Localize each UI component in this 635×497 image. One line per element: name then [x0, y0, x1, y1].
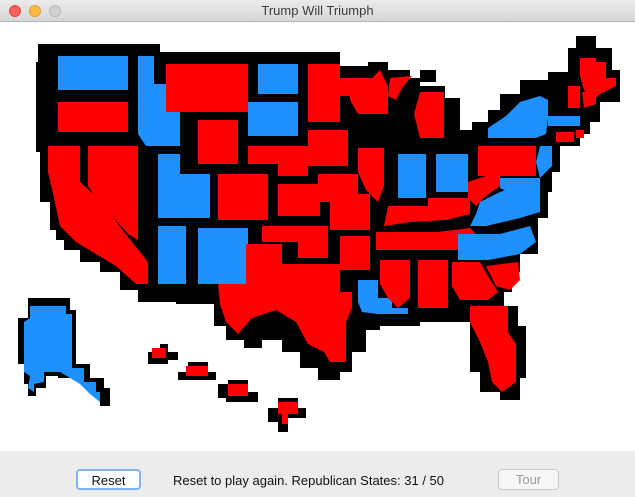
control-bar: Reset Reset to play again. Republican St…	[0, 451, 635, 497]
state-tn[interactable]	[376, 228, 478, 250]
state-nh[interactable]	[582, 92, 596, 108]
us-map[interactable]	[0, 22, 635, 451]
state-mi-upper[interactable]	[388, 76, 412, 100]
state-ar[interactable]	[340, 236, 370, 270]
state-fl[interactable]	[470, 306, 516, 392]
state-sc[interactable]	[486, 262, 520, 290]
state-co[interactable]	[218, 174, 268, 220]
state-mt[interactable]	[166, 64, 248, 112]
state-fills[interactable]	[24, 56, 616, 424]
state-ne[interactable]	[248, 146, 308, 176]
state-ms[interactable]	[380, 260, 410, 308]
state-nv[interactable]	[88, 146, 138, 240]
state-nc[interactable]	[458, 226, 536, 260]
window-title: Trump Will Triumph	[261, 3, 374, 18]
state-de[interactable]	[528, 178, 540, 192]
state-az[interactable]	[158, 226, 186, 284]
state-va[interactable]	[470, 186, 540, 226]
state-nm[interactable]	[198, 228, 248, 284]
state-ca[interactable]	[48, 146, 148, 284]
state-ga[interactable]	[452, 262, 498, 300]
state-mo[interactable]	[318, 174, 370, 230]
state-ia[interactable]	[308, 130, 348, 166]
state-wa[interactable]	[58, 56, 128, 90]
minimize-window-button[interactable]	[29, 5, 41, 17]
state-ri[interactable]	[576, 130, 584, 138]
state-me[interactable]	[580, 58, 616, 102]
state-ct[interactable]	[556, 132, 574, 142]
state-md[interactable]	[500, 178, 528, 194]
state-la[interactable]	[358, 280, 408, 314]
state-mn[interactable]	[308, 64, 350, 122]
state-ks[interactable]	[278, 184, 320, 216]
tour-button[interactable]: Tour	[498, 469, 559, 490]
state-ak[interactable]	[24, 306, 100, 402]
state-ky[interactable]	[384, 198, 470, 226]
state-il[interactable]	[358, 148, 384, 202]
state-al[interactable]	[418, 260, 448, 308]
state-ny[interactable]	[488, 96, 548, 138]
close-window-button[interactable]	[9, 5, 21, 17]
state-ok[interactable]	[262, 226, 328, 258]
state-tx[interactable]	[218, 244, 352, 362]
state-oh[interactable]	[436, 154, 468, 192]
state-wi[interactable]	[350, 70, 388, 114]
state-in[interactable]	[398, 154, 426, 198]
election-map-canvas[interactable]	[0, 22, 635, 451]
state-mi[interactable]	[414, 92, 444, 138]
state-sd[interactable]	[248, 102, 298, 136]
state-wv[interactable]	[468, 172, 500, 206]
state-pa[interactable]	[478, 146, 536, 176]
status-text: Reset to play again. Republican States: …	[173, 473, 445, 488]
state-hi[interactable]	[152, 348, 298, 424]
state-ut[interactable]	[158, 154, 210, 218]
state-vt[interactable]	[568, 86, 580, 108]
zoom-window-button[interactable]	[49, 5, 61, 17]
state-nd[interactable]	[258, 64, 298, 94]
window-titlebar: Trump Will Triumph	[0, 0, 635, 22]
state-or[interactable]	[58, 102, 128, 132]
state-nj[interactable]	[536, 146, 552, 178]
state-ma[interactable]	[548, 116, 580, 126]
state-wy[interactable]	[198, 120, 238, 164]
state-id[interactable]	[138, 56, 180, 146]
reset-button[interactable]: Reset	[76, 469, 141, 490]
